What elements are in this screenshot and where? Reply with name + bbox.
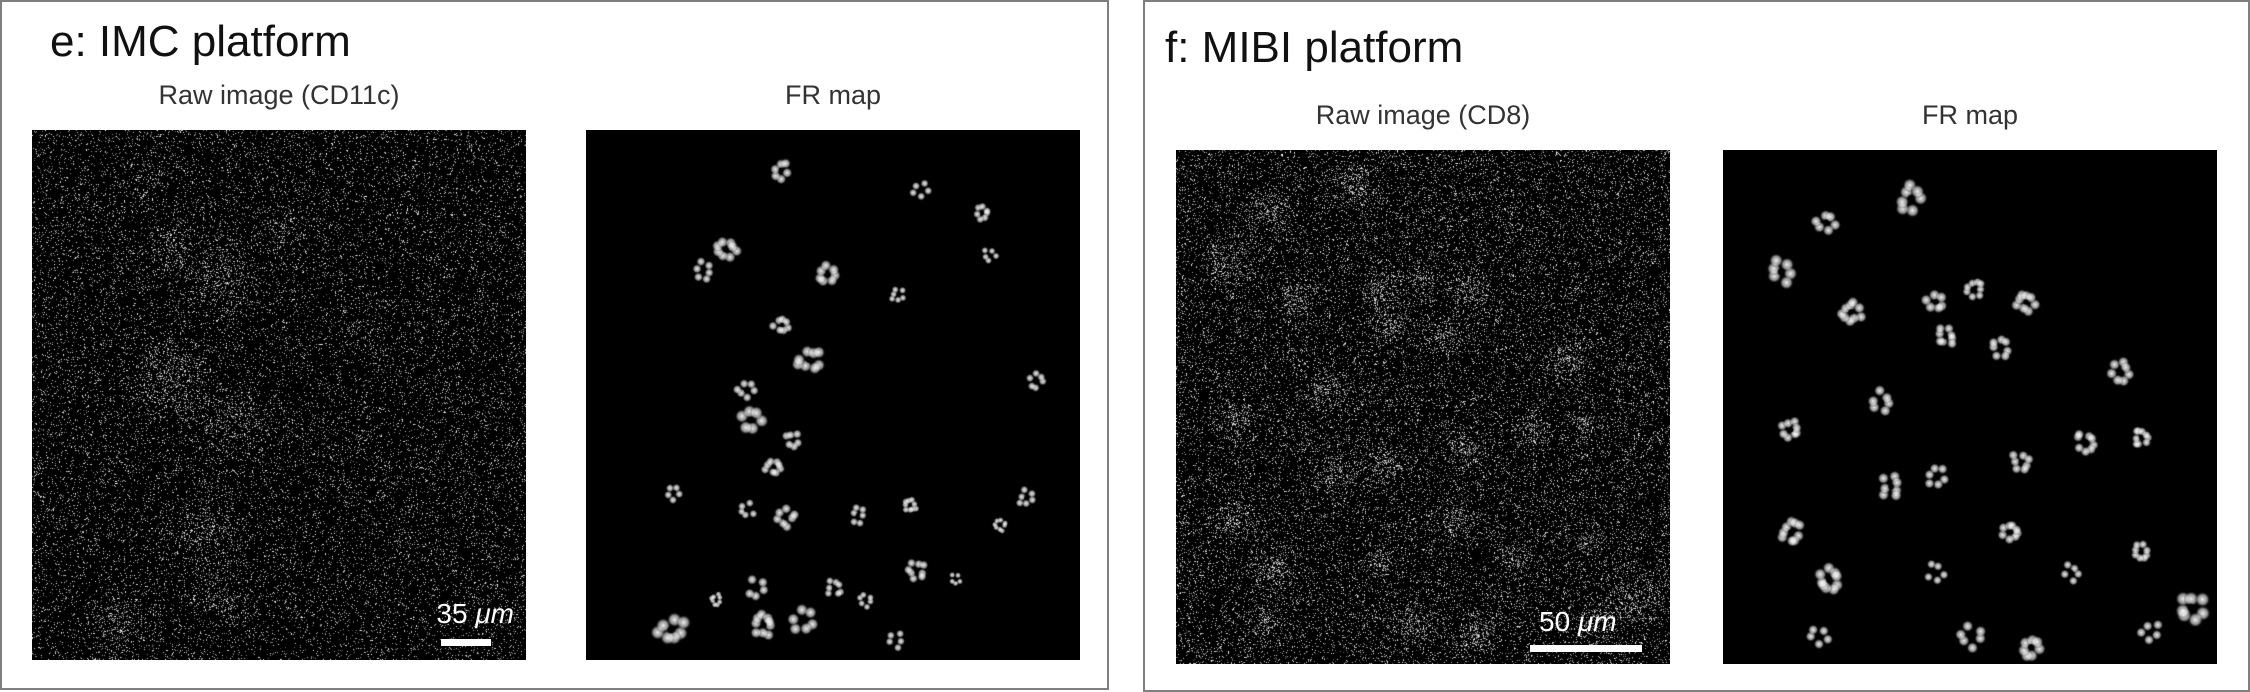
raw-image-label: Raw image (CD8) [1315, 100, 1531, 130]
scale-unit: μm [1577, 606, 1617, 637]
fr-map-canvas [586, 130, 1080, 660]
scale-value: 35 [436, 598, 468, 629]
scale-unit: μm [475, 598, 514, 629]
panel-mibi: f: MIBI platform Raw image (CD8) FR map … [1143, 0, 2250, 692]
raw-image: 35 μm [32, 130, 526, 660]
panel-title: e: IMC platform [50, 17, 351, 66]
panel-title: f: MIBI platform [1165, 23, 1464, 72]
fr-map-image [586, 130, 1080, 660]
fr-map-label: FR map [784, 80, 882, 110]
scale-value: 50 [1539, 606, 1571, 637]
raw-image: 50 μm [1176, 150, 1670, 664]
scale-bar [441, 639, 491, 646]
fr-map-image [1723, 150, 2217, 664]
scale-bar-label: 50 μm [1539, 608, 1617, 636]
scale-bar-label: 35 μm [436, 600, 514, 628]
panel-imc: e: IMC platform Raw image (CD11c) FR map… [0, 0, 1109, 690]
raw-image-canvas [32, 130, 526, 660]
raw-image-label: Raw image (CD11c) [158, 80, 400, 110]
fr-map-label: FR map [1921, 100, 2019, 130]
fr-map-canvas [1723, 150, 2217, 664]
raw-image-canvas [1176, 150, 1670, 664]
scale-bar [1530, 645, 1642, 652]
